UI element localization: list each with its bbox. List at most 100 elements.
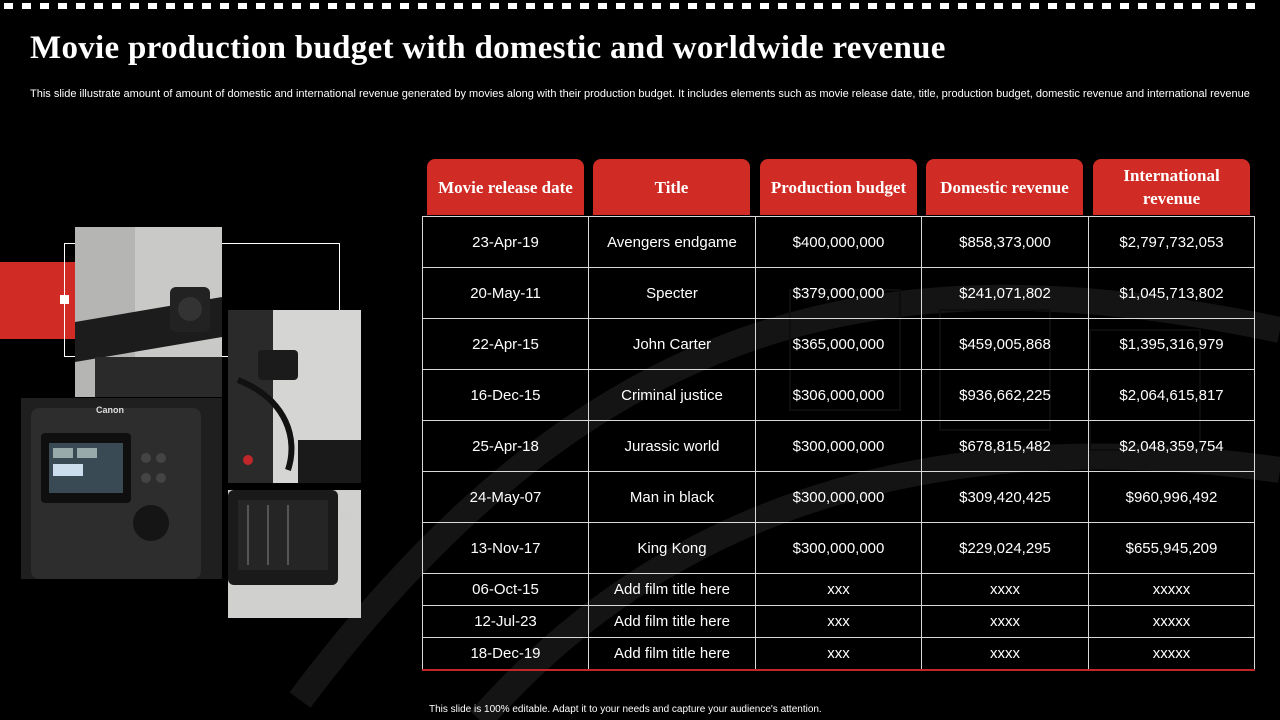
film-perforation <box>328 3 337 9</box>
cell-domestic-revenue: $241,071,802 <box>921 267 1089 319</box>
film-perforation <box>310 3 319 9</box>
film-perforation <box>1066 3 1075 9</box>
film-perforation <box>688 3 697 9</box>
film-perforation <box>202 3 211 9</box>
cell-title: King Kong <box>588 522 756 574</box>
film-perforation <box>1210 3 1219 9</box>
cell-production-budget: $300,000,000 <box>755 522 922 574</box>
film-perforation <box>40 3 49 9</box>
film-perforation <box>292 3 301 9</box>
camera-lens-photo <box>228 310 361 483</box>
film-perforation <box>148 3 157 9</box>
table-row: 23-Apr-19 Avengers endgame $400,000,000 … <box>422 216 1255 268</box>
slide-subtitle: This slide illustrate amount of amount o… <box>30 88 1250 100</box>
cell-release-date: 16-Dec-15 <box>422 369 589 421</box>
table-row: 06-Oct-15 Add film title here xxx xxxx x… <box>422 573 1255 606</box>
film-perforation <box>436 3 445 9</box>
table-row: 24-May-07 Man in black $300,000,000 $309… <box>422 471 1255 523</box>
camera-photo-top <box>75 227 222 397</box>
canon-brand-text: Canon <box>96 405 124 415</box>
table-row: 12-Jul-23 Add film title here xxx xxxx x… <box>422 605 1255 638</box>
film-perforation <box>274 3 283 9</box>
lens-ring-photo: 50 <box>228 490 361 618</box>
cell-release-date: 12-Jul-23 <box>422 605 589 638</box>
footer-note: This slide is 100% editable. Adapt it to… <box>429 704 822 715</box>
cell-release-date: 23-Apr-19 <box>422 216 589 268</box>
film-perforation <box>22 3 31 9</box>
film-perforation <box>490 3 499 9</box>
film-perforation <box>4 3 13 9</box>
table-row: 22-Apr-15 John Carter $365,000,000 $459,… <box>422 318 1255 370</box>
cell-domestic-revenue: $309,420,425 <box>921 471 1089 523</box>
cell-domestic-revenue: $936,662,225 <box>921 369 1089 421</box>
film-perforation <box>220 3 229 9</box>
cell-domestic-revenue: xxxx <box>921 637 1089 671</box>
header-release-date: Movie release date <box>427 159 584 215</box>
cell-production-budget: xxx <box>755 605 922 638</box>
table-row: 25-Apr-18 Jurassic world $300,000,000 $6… <box>422 420 1255 472</box>
film-perforation <box>904 3 913 9</box>
film-perforation <box>400 3 409 9</box>
cell-international-revenue: $2,797,732,053 <box>1088 216 1255 268</box>
film-perforation <box>1030 3 1039 9</box>
film-perforation <box>670 3 679 9</box>
film-perforation <box>634 3 643 9</box>
cell-production-budget: $365,000,000 <box>755 318 922 370</box>
film-perforation <box>796 3 805 9</box>
cell-production-budget: xxx <box>755 637 922 671</box>
film-perforation <box>706 3 715 9</box>
cell-domestic-revenue: xxxx <box>921 573 1089 606</box>
cell-production-budget: $300,000,000 <box>755 420 922 472</box>
film-perforation <box>382 3 391 9</box>
film-perforation <box>886 3 895 9</box>
cell-release-date: 24-May-07 <box>422 471 589 523</box>
film-perforation <box>850 3 859 9</box>
cell-production-budget: $379,000,000 <box>755 267 922 319</box>
cell-production-budget: $306,000,000 <box>755 369 922 421</box>
film-perforation <box>778 3 787 9</box>
camera-body-photo: Canon <box>21 398 222 579</box>
film-perforation <box>526 3 535 9</box>
cell-title: Specter <box>588 267 756 319</box>
film-perforation <box>1246 3 1255 9</box>
film-perforation <box>364 3 373 9</box>
header-international-revenue: International revenue <box>1093 159 1250 215</box>
cell-domestic-revenue: xxxx <box>921 605 1089 638</box>
cell-title: John Carter <box>588 318 756 370</box>
cell-international-revenue: $960,996,492 <box>1088 471 1255 523</box>
film-perforation <box>1012 3 1021 9</box>
slide-title: Movie production budget with domestic an… <box>30 30 946 66</box>
table-row: 16-Dec-15 Criminal justice $306,000,000 … <box>422 369 1255 421</box>
cell-international-revenue: $1,045,713,802 <box>1088 267 1255 319</box>
film-perforation <box>940 3 949 9</box>
film-perforation <box>976 3 985 9</box>
cell-domestic-revenue: $459,005,868 <box>921 318 1089 370</box>
film-perforation <box>346 3 355 9</box>
cell-release-date: 25-Apr-18 <box>422 420 589 472</box>
film-perforation <box>922 3 931 9</box>
cell-international-revenue: $655,945,209 <box>1088 522 1255 574</box>
film-perforation <box>1120 3 1129 9</box>
cell-international-revenue: $2,048,359,754 <box>1088 420 1255 472</box>
film-perforation <box>760 3 769 9</box>
table-row: 18-Dec-19 Add film title here xxx xxxx x… <box>422 637 1255 671</box>
film-perforation <box>418 3 427 9</box>
header-title: Title <box>593 159 750 215</box>
cell-release-date: 20-May-11 <box>422 267 589 319</box>
cell-production-budget: xxx <box>755 573 922 606</box>
cell-title: Criminal justice <box>588 369 756 421</box>
cell-release-date: 06-Oct-15 <box>422 573 589 606</box>
film-perforation <box>1156 3 1165 9</box>
film-perforation <box>724 3 733 9</box>
film-perforation <box>76 3 85 9</box>
film-perforation <box>1174 3 1183 9</box>
table-row: 13-Nov-17 King Kong $300,000,000 $229,02… <box>422 522 1255 574</box>
table-row: 20-May-11 Specter $379,000,000 $241,071,… <box>422 267 1255 319</box>
film-perforation <box>832 3 841 9</box>
film-perforation <box>256 3 265 9</box>
film-perforation <box>598 3 607 9</box>
cell-international-revenue: xxxxx <box>1088 573 1255 606</box>
film-perforation <box>616 3 625 9</box>
cell-release-date: 18-Dec-19 <box>422 637 589 671</box>
film-perforation <box>580 3 589 9</box>
